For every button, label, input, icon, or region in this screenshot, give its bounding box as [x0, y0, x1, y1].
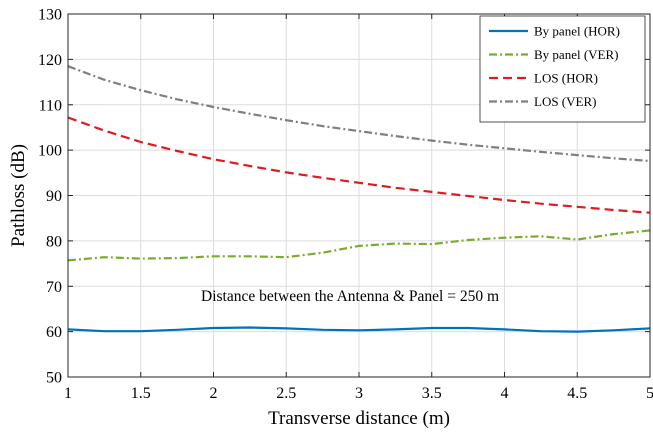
x-tick-label: 1	[64, 385, 72, 402]
x-tick-label: 1.5	[131, 385, 151, 402]
x-tick-label: 2	[210, 385, 218, 402]
legend: By panel (HOR) By panel (VER) LOS (HOR) LOS…	[480, 16, 645, 122]
y-tick-label: 80	[46, 233, 62, 250]
y-tick-label: 130	[38, 7, 62, 24]
y-tick-label: 70	[46, 279, 62, 296]
x-axis-label: Transverse distance (m)	[268, 408, 450, 429]
y-tick-label: 120	[38, 52, 62, 69]
x-tick-label: 3	[355, 385, 363, 402]
y-tick-label: 110	[39, 97, 62, 114]
x-tick-label: 4.5	[567, 385, 587, 402]
y-tick-label: 60	[46, 324, 62, 341]
x-tick-label: 4	[501, 385, 509, 402]
x-tick-label: 2.5	[276, 385, 296, 402]
y-tick-label: 90	[46, 188, 62, 205]
x-tick-label: 5	[646, 385, 653, 402]
legend-label-1: By panel (HOR)	[534, 24, 620, 39]
legend-label-2: By panel (VER)	[534, 47, 618, 62]
annotation-text: Distance between the Antenna & Panel = 2…	[201, 288, 499, 305]
legend-label-4: LOS (VER)	[534, 94, 596, 109]
y-tick-label: 50	[46, 370, 62, 387]
y-axis-label: Pathloss (dB)	[8, 144, 29, 247]
y-tick-label: 100	[38, 143, 62, 160]
x-tick-label: 3.5	[422, 385, 442, 402]
legend-label-3: LOS (HOR)	[534, 71, 598, 86]
